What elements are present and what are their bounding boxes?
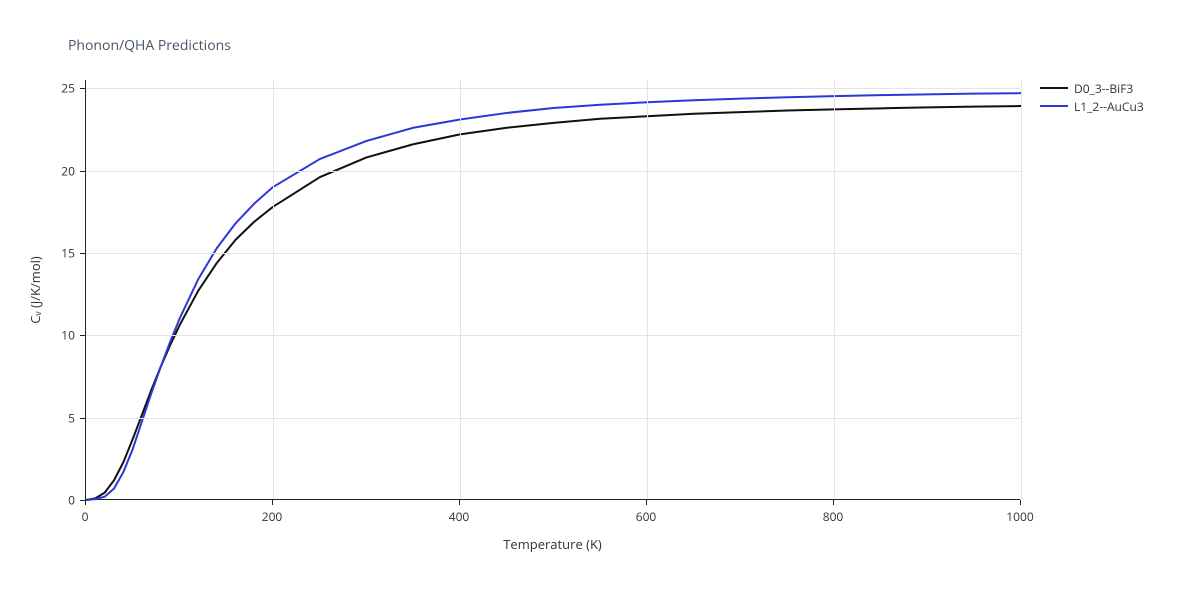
x-tick-label: 200 xyxy=(262,508,283,525)
legend-swatch xyxy=(1040,87,1068,89)
gridline-vertical xyxy=(460,80,461,499)
y-tick-mark xyxy=(80,171,85,172)
gridline-vertical xyxy=(1021,80,1022,499)
chart-container: Phonon/QHA Predictions Temperature (K) C… xyxy=(0,0,1200,600)
chart-title: Phonon/QHA Predictions xyxy=(68,36,231,55)
x-tick-mark xyxy=(85,500,86,505)
x-tick-mark xyxy=(272,500,273,505)
x-axis-label: Temperature (K) xyxy=(503,535,602,553)
x-tick-label: 800 xyxy=(823,508,844,525)
gridline-horizontal xyxy=(86,171,1020,172)
y-axis-label: Cᵥ (J/K/mol) xyxy=(26,256,44,324)
gridline-vertical xyxy=(273,80,274,499)
gridline-horizontal xyxy=(86,88,1020,89)
x-tick-label: 400 xyxy=(449,508,470,525)
legend-item[interactable]: L1_2--AuCu3 xyxy=(1040,98,1144,114)
y-tick-label: 20 xyxy=(0,162,75,179)
y-tick-mark xyxy=(80,335,85,336)
x-tick-mark xyxy=(646,500,647,505)
x-tick-label: 0 xyxy=(82,508,89,525)
gridline-horizontal xyxy=(86,335,1020,336)
gridline-vertical xyxy=(834,80,835,499)
legend: D0_3--BiF3L1_2--AuCu3 xyxy=(1040,80,1144,116)
x-tick-mark xyxy=(1020,500,1021,505)
legend-label: L1_2--AuCu3 xyxy=(1074,98,1144,115)
y-tick-mark xyxy=(80,418,85,419)
y-tick-mark xyxy=(80,500,85,501)
y-tick-mark xyxy=(80,88,85,89)
y-tick-mark xyxy=(80,253,85,254)
legend-label: D0_3--BiF3 xyxy=(1074,80,1133,97)
gridline-vertical xyxy=(647,80,648,499)
legend-swatch xyxy=(1040,105,1068,107)
plot-area xyxy=(85,80,1020,500)
gridline-horizontal xyxy=(86,253,1020,254)
gridline-horizontal xyxy=(86,418,1020,419)
x-tick-label: 1000 xyxy=(1006,508,1033,525)
y-tick-label: 10 xyxy=(0,327,75,344)
y-tick-label: 15 xyxy=(0,244,75,261)
chart-lines-svg xyxy=(86,80,1021,500)
x-tick-mark xyxy=(459,500,460,505)
series-line xyxy=(86,106,1021,500)
legend-item[interactable]: D0_3--BiF3 xyxy=(1040,80,1144,96)
x-tick-mark xyxy=(833,500,834,505)
y-tick-label: 25 xyxy=(0,80,75,97)
y-tick-label: 5 xyxy=(0,409,75,426)
x-tick-label: 600 xyxy=(636,508,657,525)
y-tick-label: 0 xyxy=(0,492,75,509)
series-line xyxy=(86,93,1021,500)
